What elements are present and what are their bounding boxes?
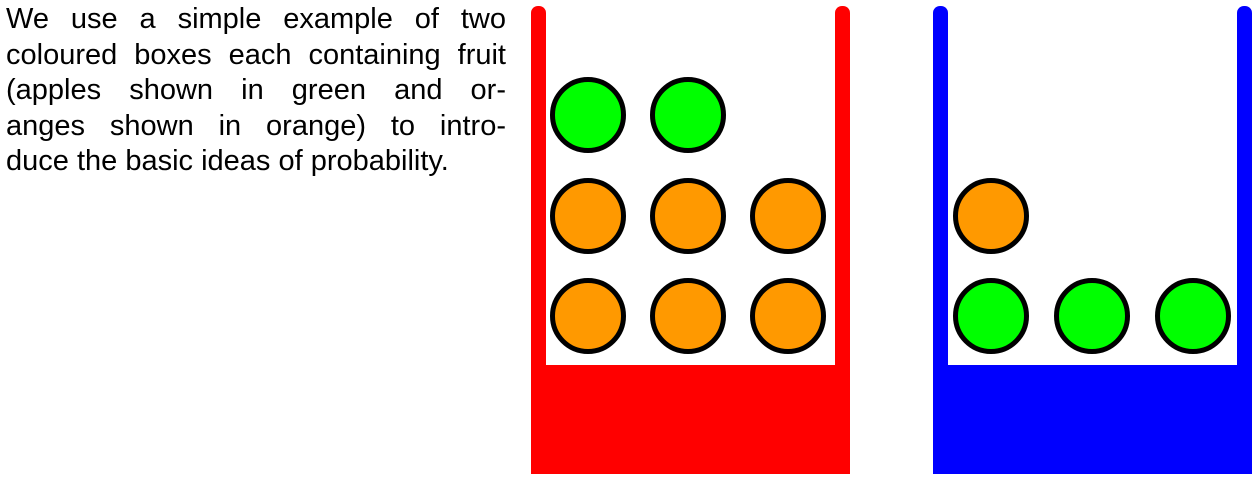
orange-fruit xyxy=(650,278,726,354)
orange-fruit xyxy=(550,178,626,254)
red-box xyxy=(531,6,850,474)
orange-fruit xyxy=(550,278,626,354)
caption-line: (apples shown in green and or- xyxy=(6,74,506,106)
blue-box-left-wall xyxy=(933,6,948,474)
blue-box-right-wall xyxy=(1237,6,1252,474)
caption-line: coloured boxes each containing fruit xyxy=(6,38,506,71)
orange-fruit xyxy=(650,178,726,254)
red-box-base xyxy=(531,365,850,474)
apple-fruit xyxy=(953,278,1029,354)
orange-fruit xyxy=(953,178,1029,254)
apple-fruit xyxy=(1155,278,1231,354)
red-box-left-wall xyxy=(531,6,546,474)
caption-paragraph: We use a simple example of two coloured … xyxy=(6,2,506,180)
red-box-right-wall xyxy=(835,6,850,474)
caption-line: duce the basic ideas of probability. xyxy=(6,145,449,177)
caption-line: anges shown in orange) to intro- xyxy=(6,109,506,142)
apple-fruit xyxy=(550,77,626,153)
blue-box-base xyxy=(933,365,1252,474)
apple-fruit xyxy=(650,77,726,153)
blue-box xyxy=(933,6,1252,474)
orange-fruit xyxy=(750,178,826,254)
caption-line: We use a simple example of two xyxy=(6,3,506,35)
orange-fruit xyxy=(750,278,826,354)
apple-fruit xyxy=(1054,278,1130,354)
